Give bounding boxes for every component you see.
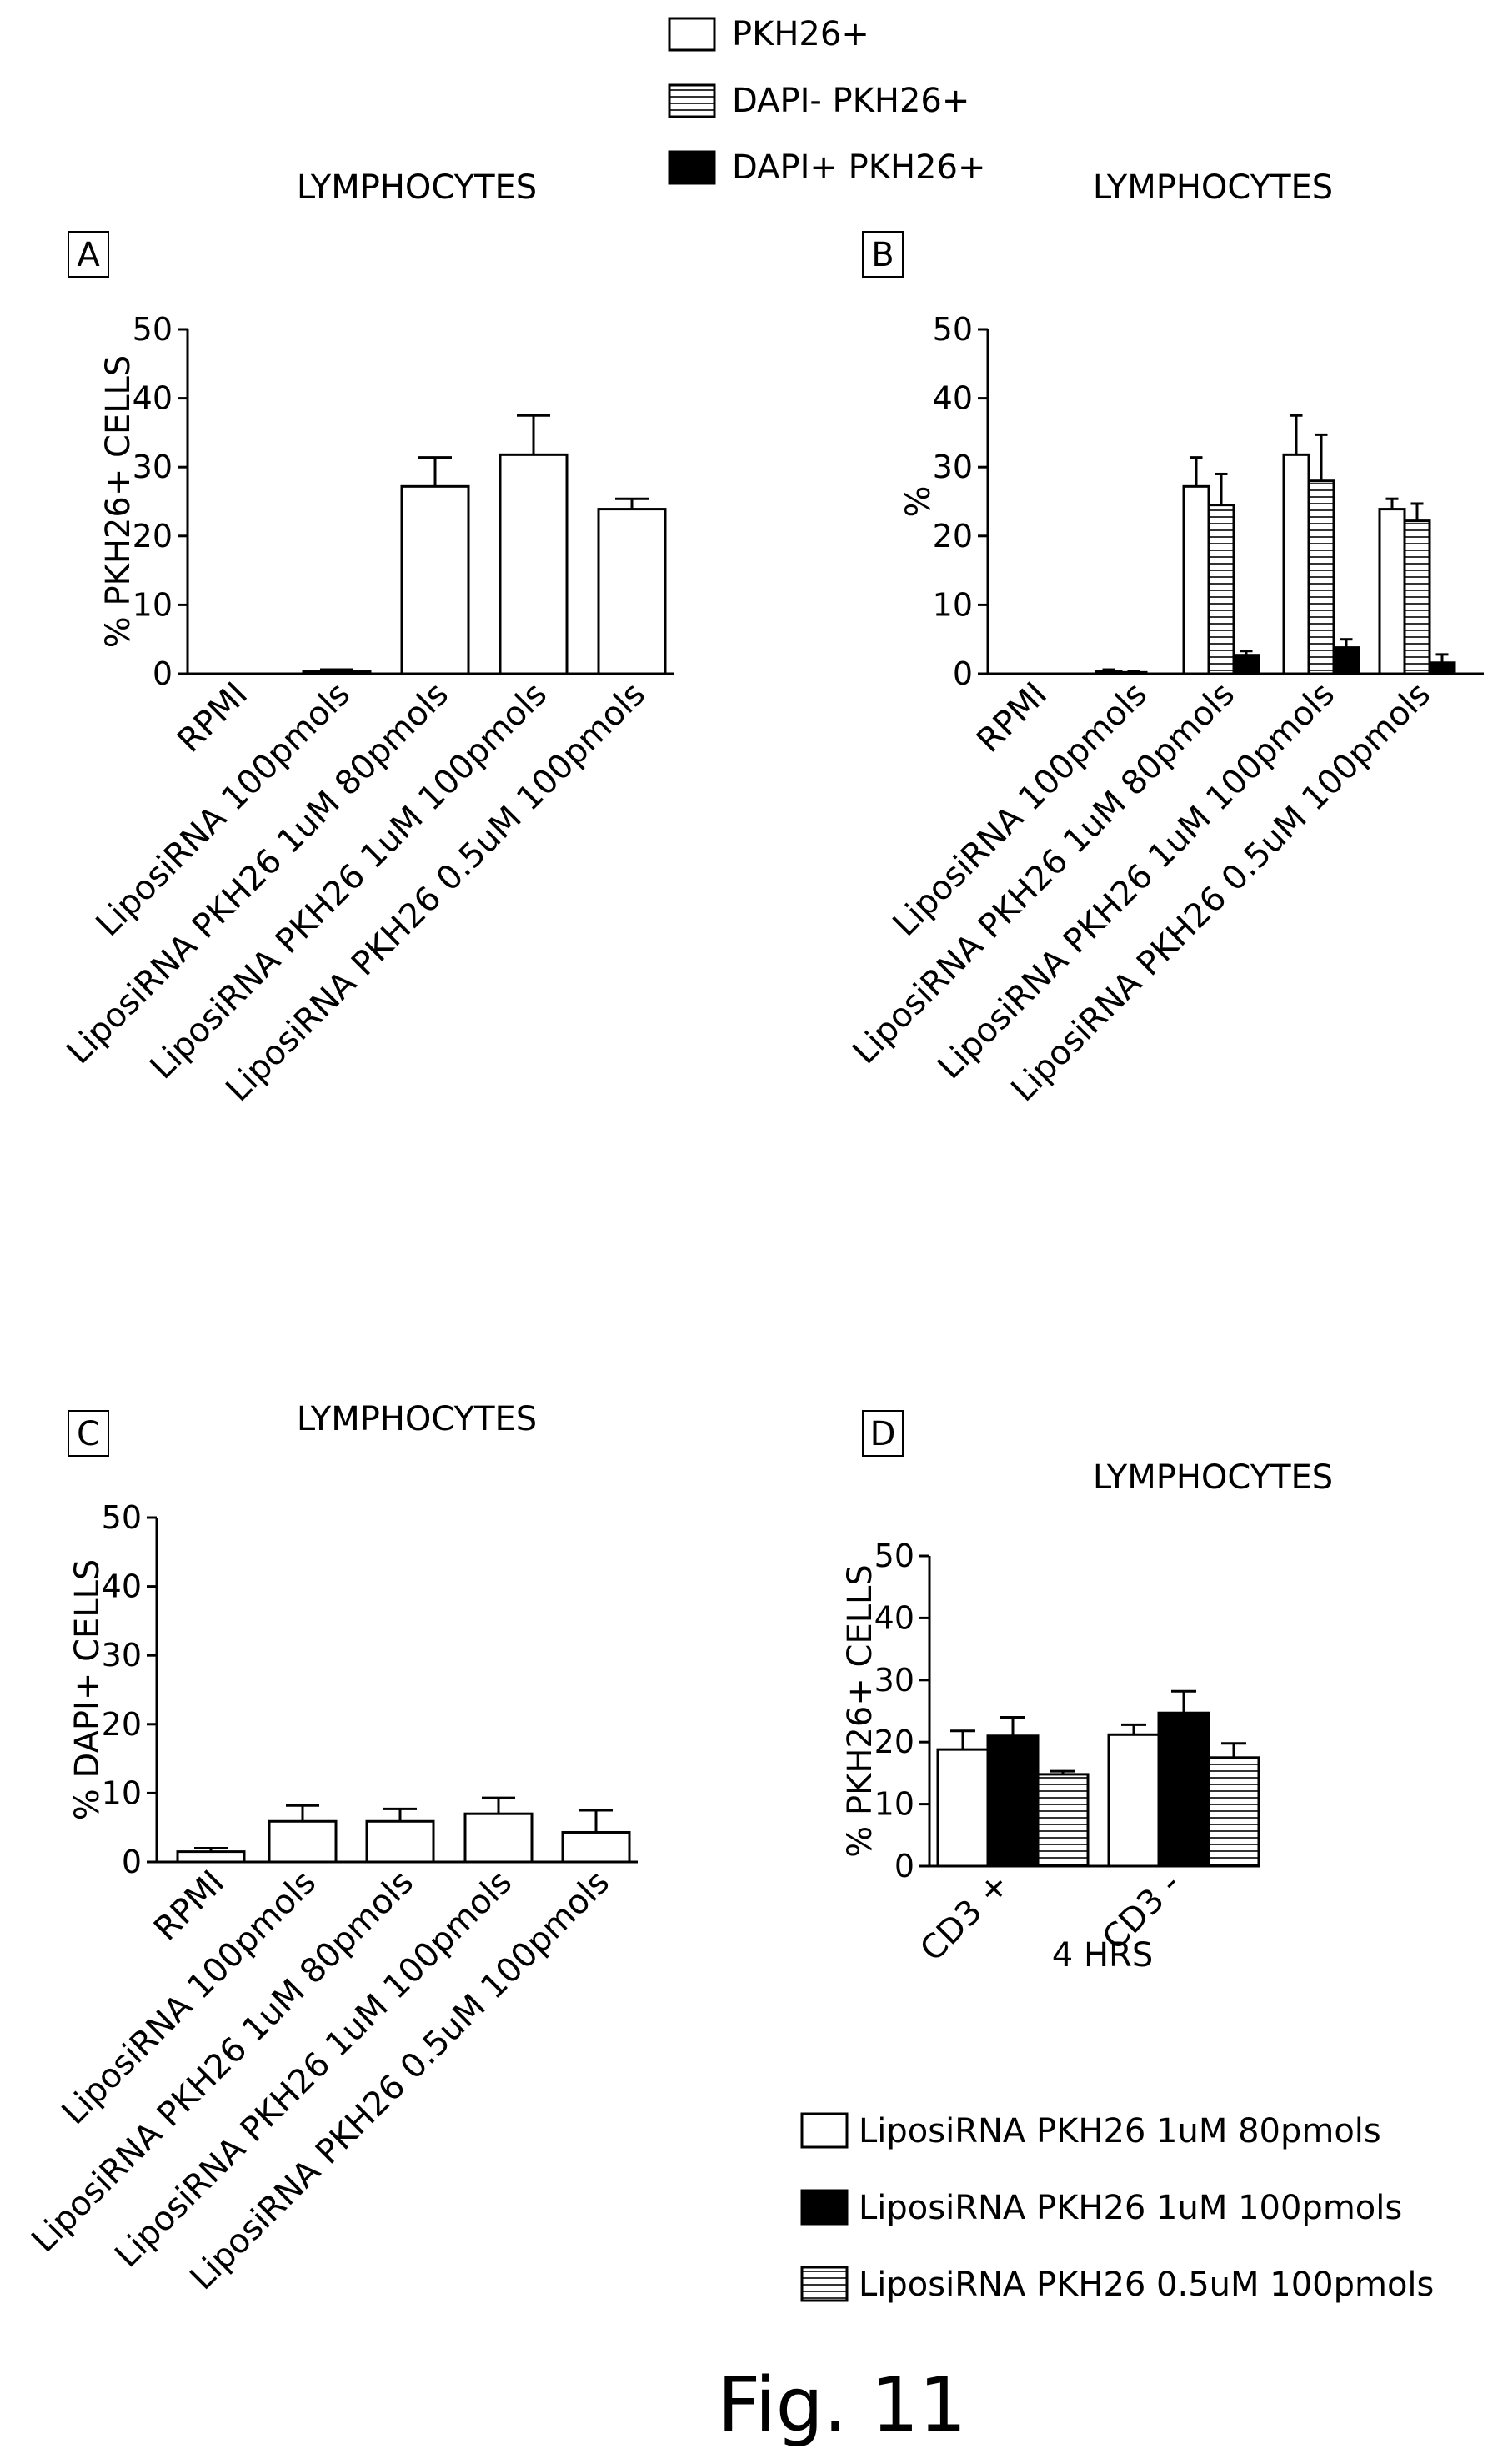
y-tick-label: 0 xyxy=(894,1848,914,1884)
bar-c-s0-c2 xyxy=(365,1819,435,1864)
y-axis-label: % PKH26+ CELLS xyxy=(841,1564,879,1857)
category-label: LiposiRNA PKH26 1uM 80pmols xyxy=(59,675,456,1072)
bar-c-s0-c4 xyxy=(561,1830,631,1864)
panel-letter: C xyxy=(77,1415,100,1453)
bar-d-s2-c0 xyxy=(1036,1773,1090,1868)
y-tick-label: 30 xyxy=(133,449,173,485)
y-tick-label: 40 xyxy=(102,1568,142,1605)
y-tick-label: 10 xyxy=(133,586,173,623)
bar-b-s1-c3 xyxy=(1307,479,1335,675)
bar-d-s1-c1 xyxy=(1157,1711,1210,1868)
panel-c: C LYMPHOCYTES 0 10 20 30 40 50 % DAPI+ CELLS RPMI… xyxy=(24,1400,638,2297)
bar-b-s2-c3 xyxy=(1332,646,1360,675)
chart-title: LYMPHOCYTES xyxy=(1093,168,1333,207)
chart-title: LYMPHOCYTES xyxy=(297,168,537,207)
legend-swatch xyxy=(800,2112,849,2149)
panel-letter-box xyxy=(862,1410,904,1457)
bar-b-s1-c2 xyxy=(1207,504,1235,675)
y-tick-label: 40 xyxy=(133,380,173,417)
legend-label: LiposiRNA PKH26 1uM 80pmols xyxy=(859,2112,1381,2150)
panel-letter-box xyxy=(862,231,904,278)
panel-letter: A xyxy=(77,236,100,274)
y-tick-label: 20 xyxy=(874,1724,914,1760)
figure-caption: Fig. 11 xyxy=(717,2361,966,2449)
bar-a-s0-c2 xyxy=(400,484,470,675)
y-tick-label: 10 xyxy=(933,586,973,623)
legend-swatch xyxy=(668,83,716,118)
x-axis-label: 4 HRS xyxy=(1052,1936,1153,1975)
y-tick-label: 40 xyxy=(874,1599,914,1636)
y-tick-label: 50 xyxy=(133,311,173,348)
legend-swatch xyxy=(800,2266,849,2302)
bar-b-s0-c3 xyxy=(1282,453,1310,675)
legend-label: LiposiRNA PKH26 0.5uM 100pmols xyxy=(859,2266,1434,2304)
panel-letter-box xyxy=(68,1410,109,1457)
y-tick-label: 30 xyxy=(874,1662,914,1699)
y-tick-label: 0 xyxy=(953,655,973,692)
bar-c-s0-c3 xyxy=(463,1812,534,1864)
bottom-legend: LiposiRNA PKH26 1uM 80pmols LiposiRNA PKH… xyxy=(800,2112,1434,2304)
panel-letter-box xyxy=(68,231,109,278)
y-tick-label: 40 xyxy=(933,380,973,417)
bar-b-s0-c2 xyxy=(1182,484,1210,675)
panel-a: A LYMPHOCYTES 0 10 20 30 40 50 % PKH26+ CELLS RPM… xyxy=(59,168,674,1109)
bar-a-s0-c1 xyxy=(302,670,372,675)
category-label: RPMI xyxy=(147,1864,232,1949)
bar-b-s2-c4 xyxy=(1428,661,1456,675)
category-label: RPMI xyxy=(170,675,255,760)
bar-d-s0-c1 xyxy=(1107,1733,1160,1868)
legend-swatch xyxy=(800,2189,849,2226)
legend-label: DAPI+ PKH26+ xyxy=(732,148,985,187)
bar-a-s0-c3 xyxy=(499,453,569,675)
legend-swatch xyxy=(668,17,716,52)
category-label: RPMI xyxy=(969,675,1055,760)
y-tick-label: 0 xyxy=(153,655,173,692)
y-tick-label: 20 xyxy=(102,1706,142,1743)
top-legend: PKH26+ DAPI- PKH26+ DAPI+ PKH26+ xyxy=(668,15,985,187)
legend-label: LiposiRNA PKH26 1uM 100pmols xyxy=(859,2189,1402,2227)
bar-a-s0-c4 xyxy=(597,508,667,675)
category-label: LiposiRNA PKH26 1uM 80pmols xyxy=(845,675,1242,1072)
y-axis-label: % PKH26+ CELLS xyxy=(99,355,138,648)
y-tick-label: 20 xyxy=(133,518,173,555)
category-label: LiposiRNA PKH26 1uM 80pmols xyxy=(24,1864,421,2261)
y-tick-label: 10 xyxy=(874,1786,914,1823)
bar-b-s1-c4 xyxy=(1403,519,1431,675)
bar-b-s0-c4 xyxy=(1378,508,1406,675)
y-axis-label: % DAPI+ CELLS xyxy=(68,1559,107,1821)
bar-d-s1-c0 xyxy=(986,1734,1040,1868)
bar-c-s0-c1 xyxy=(268,1819,338,1864)
y-tick-label: 50 xyxy=(874,1538,914,1574)
y-tick-label: 30 xyxy=(102,1637,142,1674)
y-tick-label: 30 xyxy=(933,449,973,485)
y-tick-label: 50 xyxy=(933,311,973,348)
bar-b-s2-c2 xyxy=(1232,654,1260,675)
bar-d-s2-c1 xyxy=(1207,1756,1260,1868)
panel-letter: D xyxy=(870,1415,896,1453)
chart-title: LYMPHOCYTES xyxy=(1093,1458,1333,1497)
bar-b-s0-c1 xyxy=(1095,670,1123,675)
panel-letter: B xyxy=(871,236,894,274)
y-tick-label: 10 xyxy=(102,1774,142,1811)
y-tick-label: 20 xyxy=(933,518,973,555)
chart-title: LYMPHOCYTES xyxy=(297,1400,537,1438)
legend-swatch xyxy=(668,150,716,185)
category-label: CD3 + xyxy=(913,1865,1017,1970)
panel-d: D LYMPHOCYTES 0 10 20 30 40 50% PKH26+ CELLS CD3… xyxy=(841,1410,1333,1975)
bar-b-s1-c1 xyxy=(1120,670,1148,675)
bar-d-s0-c0 xyxy=(936,1748,989,1868)
y-tick-label: 0 xyxy=(122,1844,142,1880)
bar-c-s0-c0 xyxy=(176,1850,246,1864)
legend-label: PKH26+ xyxy=(732,15,869,53)
y-tick-label: 50 xyxy=(102,1499,142,1536)
legend-label: DAPI- PKH26+ xyxy=(732,82,969,120)
y-axis-label: % xyxy=(899,485,938,517)
